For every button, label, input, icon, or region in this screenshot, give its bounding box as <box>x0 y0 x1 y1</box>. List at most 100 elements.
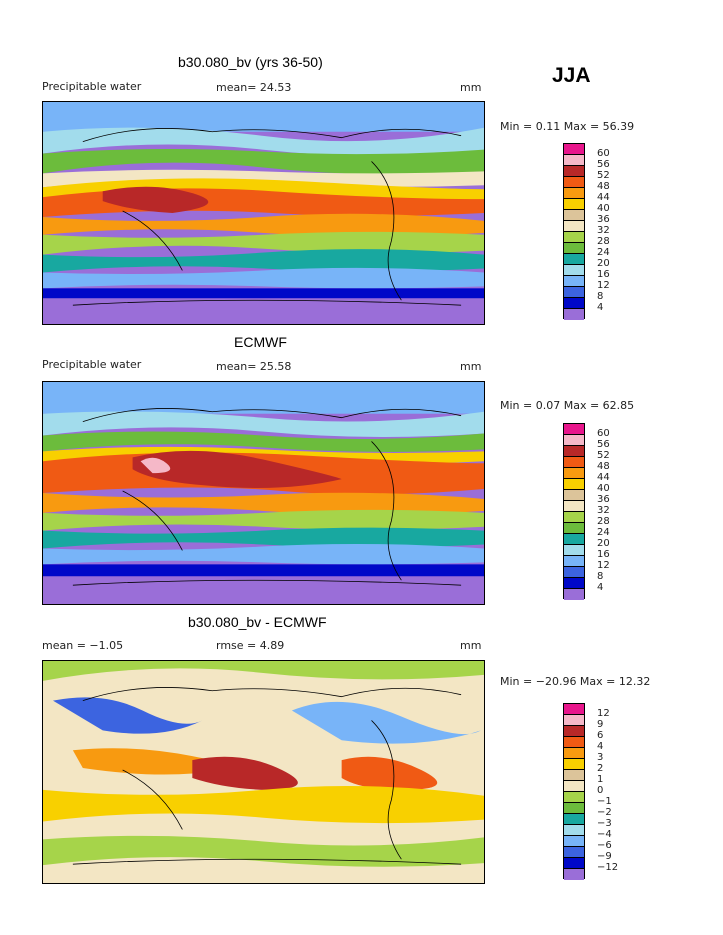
panel-1-mean-label: mean= 24.53 <box>216 81 292 94</box>
colorbar-tick-label: 32 <box>597 225 610 236</box>
colorbar-swatch <box>564 578 584 589</box>
panel-1-title: b30.080_bv (yrs 36-50) <box>178 54 323 70</box>
colorbar-tick-label: 44 <box>597 472 610 483</box>
colorbar-swatch <box>564 479 584 490</box>
colorbar-tick-label: 60 <box>597 148 610 159</box>
colorbar-swatch <box>564 770 584 781</box>
colorbar-tick-label: 4 <box>597 741 604 752</box>
colorbar-swatch <box>564 468 584 479</box>
colorbar-swatch <box>564 276 584 287</box>
colorbar-swatch <box>564 501 584 512</box>
colorbar-tick-label: 44 <box>597 192 610 203</box>
colorbar-tick-label: 16 <box>597 549 610 560</box>
colorbar-tick-label: 24 <box>597 247 610 258</box>
panel-3-units: mm <box>460 639 482 652</box>
colorbar-tick-label: −12 <box>597 862 619 873</box>
colorbar-swatch <box>564 177 584 188</box>
colorbar-swatch <box>564 825 584 836</box>
colorbar-swatch <box>564 435 584 446</box>
colorbar-swatch <box>564 836 584 847</box>
colorbar-tick-label: 32 <box>597 505 610 516</box>
colorbar-tick-label: 28 <box>597 236 610 247</box>
panel-1-colorbar <box>563 143 585 320</box>
colorbar-tick-label: 8 <box>597 291 604 302</box>
colorbar-tick-label: 12 <box>597 560 610 571</box>
colorbar-tick-label: 9 <box>597 719 604 730</box>
panel-2-title: ECMWF <box>234 334 287 350</box>
colorbar-tick-label: −4 <box>597 829 612 840</box>
panel-3-mean-label: mean = −1.05 <box>42 639 124 652</box>
colorbar-swatch <box>564 254 584 265</box>
colorbar-tick-label: 40 <box>597 483 610 494</box>
colorbar-swatch <box>564 221 584 232</box>
colorbar-tick-label: 52 <box>597 170 610 181</box>
colorbar-swatch <box>564 737 584 748</box>
colorbar-swatch <box>564 748 584 759</box>
colorbar-swatch <box>564 424 584 435</box>
colorbar-swatch <box>564 792 584 803</box>
colorbar-swatch <box>564 858 584 869</box>
colorbar-tick-label: −6 <box>597 840 612 851</box>
colorbar-swatch <box>564 457 584 468</box>
panel-2-units: mm <box>460 360 482 373</box>
colorbar-tick-label: 4 <box>597 582 604 593</box>
colorbar-swatch <box>564 144 584 155</box>
colorbar-tick-label: 16 <box>597 269 610 280</box>
colorbar-tick-label: −1 <box>597 796 612 807</box>
colorbar-tick-label: −9 <box>597 851 612 862</box>
colorbar-swatch <box>564 567 584 578</box>
colorbar-tick-label: 28 <box>597 516 610 527</box>
colorbar-swatch <box>564 704 584 715</box>
colorbar-tick-label: 4 <box>597 302 604 313</box>
colorbar-swatch <box>564 287 584 298</box>
colorbar-tick-label: 56 <box>597 159 610 170</box>
colorbar-swatch <box>564 726 584 737</box>
panel-2-map <box>42 381 485 605</box>
colorbar-tick-label: 1 <box>597 774 604 785</box>
colorbar-swatch <box>564 232 584 243</box>
colorbar-swatch <box>564 166 584 177</box>
panel-3-title: b30.080_bv - ECMWF <box>188 614 327 630</box>
panel-1-map <box>42 101 485 325</box>
colorbar-swatch <box>564 446 584 457</box>
colorbar-swatch <box>564 243 584 254</box>
colorbar-tick-label: −3 <box>597 818 612 829</box>
colorbar-swatch <box>564 803 584 814</box>
colorbar-swatch <box>564 265 584 276</box>
colorbar-swatch <box>564 309 584 320</box>
colorbar-swatch <box>564 715 584 726</box>
colorbar-tick-label: 2 <box>597 763 604 774</box>
season-label: JJA <box>552 64 591 87</box>
colorbar-swatch <box>564 523 584 534</box>
colorbar-swatch <box>564 155 584 166</box>
panel-2-mean-label: mean= 25.58 <box>216 360 292 373</box>
colorbar-swatch <box>564 589 584 600</box>
colorbar-swatch <box>564 814 584 825</box>
panel-1-minmax: Min = 0.11 Max = 56.39 <box>500 120 635 133</box>
colorbar-tick-label: 52 <box>597 450 610 461</box>
colorbar-tick-label: 36 <box>597 214 610 225</box>
colorbar-swatch <box>564 490 584 501</box>
colorbar-tick-label: 60 <box>597 428 610 439</box>
colorbar-tick-label: 6 <box>597 730 604 741</box>
colorbar-tick-label: 24 <box>597 527 610 538</box>
colorbar-swatch <box>564 512 584 523</box>
colorbar-tick-label: 56 <box>597 439 610 450</box>
colorbar-tick-label: 8 <box>597 571 604 582</box>
colorbar-tick-label: 3 <box>597 752 604 763</box>
colorbar-swatch <box>564 759 584 770</box>
panel-3-minmax: Min = −20.96 Max = 12.32 <box>500 675 651 688</box>
colorbar-swatch <box>564 556 584 567</box>
colorbar-tick-label: −2 <box>597 807 612 818</box>
colorbar-tick-label: 0 <box>597 785 604 796</box>
colorbar-tick-label: 48 <box>597 461 610 472</box>
panel-2-minmax: Min = 0.07 Max = 62.85 <box>500 399 635 412</box>
colorbar-swatch <box>564 199 584 210</box>
colorbar-swatch <box>564 781 584 792</box>
colorbar-tick-label: 48 <box>597 181 610 192</box>
colorbar-tick-label: 40 <box>597 203 610 214</box>
panel-1-variable-label: Precipitable water <box>42 80 142 93</box>
panel-2-variable-label: Precipitable water <box>42 358 142 371</box>
panel-2-colorbar <box>563 423 585 600</box>
colorbar-swatch <box>564 847 584 858</box>
